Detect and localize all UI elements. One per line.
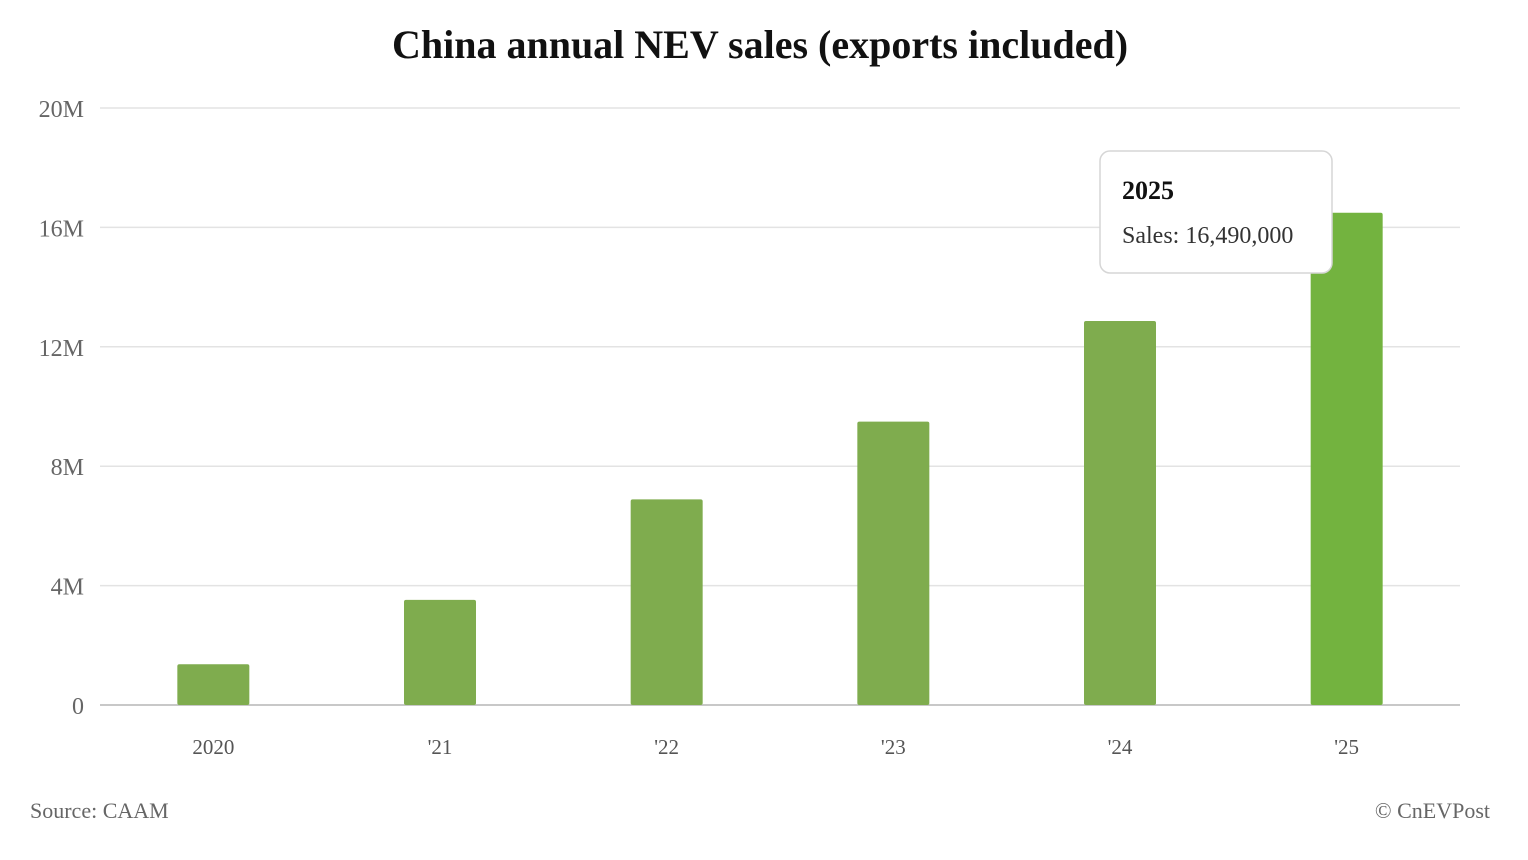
y-axis-tick-labels: 0 4M 8M 12M 16M 20M [39,97,84,720]
tooltip-value: Sales: 16,490,000 [1122,223,1293,249]
bar-23[interactable] [857,421,930,705]
chart-title: China annual NEV sales (exports included… [392,22,1128,67]
y-tick-label: 16M [39,216,84,242]
gridlines [100,107,1460,706]
x-tick-label: '23 [881,735,906,759]
tooltip: 2025 Sales: 16,490,000 [1099,150,1333,274]
source-note: Source: CAAM [30,798,169,823]
bar-2020[interactable] [177,664,250,705]
y-tick-label: 12M [39,336,84,362]
bars [177,212,1383,705]
bar-24[interactable] [1084,320,1156,705]
x-tick-label: 2020 [192,735,234,759]
x-tick-label: '25 [1334,735,1359,759]
bar-25[interactable] [1310,212,1383,705]
tooltip-box [1099,150,1333,274]
y-tick-label: 8M [51,455,84,481]
bar-21[interactable] [404,599,476,705]
x-tick-label: '21 [428,735,453,759]
y-tick-label: 20M [39,97,84,123]
x-tick-label: '22 [654,735,679,759]
x-axis-tick-labels: 2020 '21 '22 '23 '24 '25 [192,735,1359,759]
y-tick-label: 4M [51,575,84,601]
copyright-credit: © CnEVPost [1375,798,1490,823]
x-tick-label: '24 [1108,735,1133,759]
tooltip-title: 2025 [1122,176,1174,205]
y-tick-label: 0 [72,694,84,720]
bar-22[interactable] [630,499,703,705]
